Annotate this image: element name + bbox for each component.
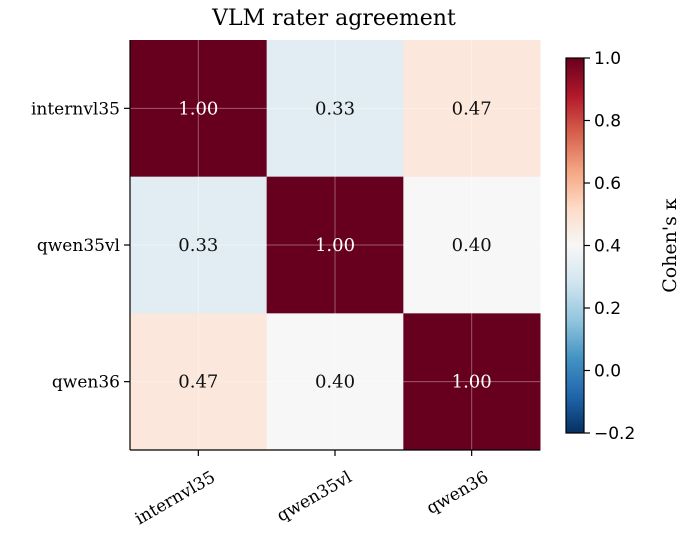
x-tick-label: qwen35vl xyxy=(274,467,356,526)
heatmap-cell xyxy=(130,40,268,178)
x-tick-label: internvl35 xyxy=(132,467,219,529)
gridlines xyxy=(130,40,540,450)
cell-value-label: 1.00 xyxy=(315,235,355,256)
colorbar-tick-label: 0.8 xyxy=(594,112,621,132)
heatmap-cell xyxy=(266,313,404,451)
y-tick-label: qwen36 xyxy=(52,373,120,393)
colorbar-tick-label: 1.0 xyxy=(594,49,621,69)
heatmap-cell xyxy=(130,176,268,314)
chart-title: VLM rater agreement xyxy=(211,6,456,31)
colorbar-tick-label: 0.4 xyxy=(594,237,621,257)
x-tick-label: qwen36 xyxy=(423,467,492,518)
cell-labels: 1.00 0.33 0.47 0.33 1.00 0.40 0.47 0.40 1.00 xyxy=(178,98,491,392)
colorbar: −0.2 0.0 0.2 0.4 0.6 0.8 1.0 Cohen's κ xyxy=(565,49,681,444)
heatmap-cells xyxy=(130,40,541,451)
colorbar-tick-label: 0.2 xyxy=(594,299,621,319)
y-tick-label: internvl35 xyxy=(31,99,120,119)
colorbar-tick-label: −0.2 xyxy=(594,424,635,444)
heatmap-cell xyxy=(403,40,541,178)
cell-value-label: 0.47 xyxy=(178,372,218,393)
y-tick-label: qwen35vl xyxy=(37,236,120,256)
colorbar-tick-label: 0.0 xyxy=(594,362,621,382)
cell-value-label: 0.33 xyxy=(178,235,218,256)
cell-value-label: 0.47 xyxy=(452,98,492,119)
heatmap-cell xyxy=(266,176,404,314)
heatmap-cell xyxy=(403,176,541,314)
colorbar-tick-label: 0.6 xyxy=(594,174,621,194)
heatmap-cell xyxy=(130,313,268,451)
heatmap-cell xyxy=(266,40,404,178)
cell-value-label: 1.00 xyxy=(178,98,218,119)
colorbar-gradient xyxy=(565,57,585,434)
heatmap-cell xyxy=(403,313,541,451)
colorbar-label: Cohen's κ xyxy=(659,198,681,293)
cell-value-label: 0.33 xyxy=(315,98,355,119)
cell-value-label: 0.40 xyxy=(452,235,492,256)
cell-value-label: 1.00 xyxy=(452,372,492,393)
cell-value-label: 0.40 xyxy=(315,372,355,393)
